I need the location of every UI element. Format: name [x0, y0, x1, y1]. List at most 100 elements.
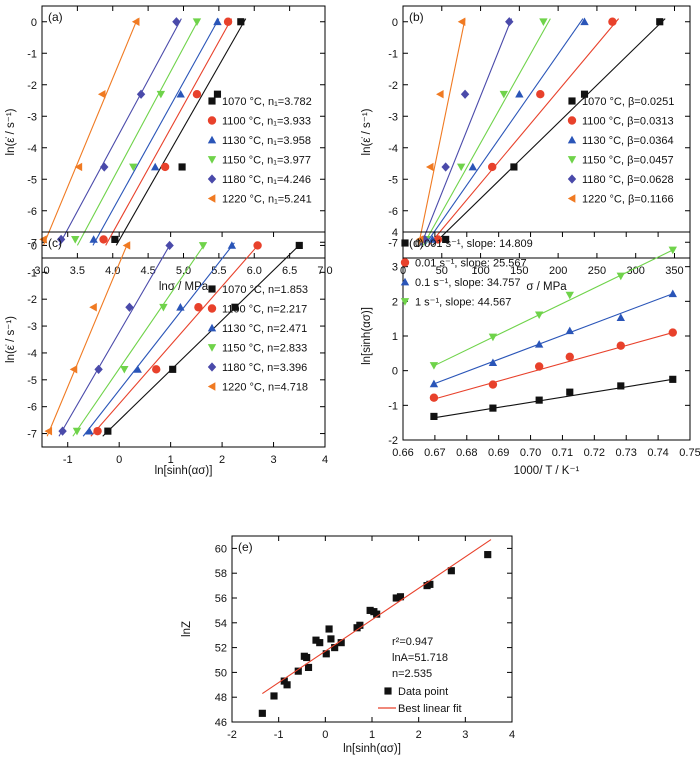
data-point	[331, 644, 339, 652]
y-tick-label: 2	[392, 296, 398, 308]
data-point	[617, 382, 625, 390]
data-point	[322, 650, 330, 658]
series-2	[99, 17, 233, 246]
y-tick-label: 0	[392, 17, 398, 29]
x-tick-label: 300	[627, 265, 645, 277]
legend-marker	[568, 97, 576, 105]
data-point	[396, 593, 405, 601]
y-tick-label: -3	[388, 111, 398, 123]
series-1	[102, 241, 303, 437]
series-4	[72, 242, 208, 437]
legend-marker	[384, 687, 392, 695]
x-tick-label: 4.0	[105, 265, 120, 277]
data-point	[100, 162, 109, 172]
data-point	[484, 551, 492, 559]
data-point	[71, 236, 80, 244]
y-axis-label: ln[sinh(ασ)]	[361, 307, 373, 365]
series-5	[420, 17, 514, 246]
data-point	[488, 358, 498, 367]
legend-label: 0.01 s⁻¹, slope: 25.567	[415, 258, 527, 270]
data-point	[337, 639, 345, 647]
data-point	[441, 162, 450, 172]
data-point	[505, 17, 514, 27]
data-point	[253, 241, 262, 250]
y-tick-label: 54	[215, 618, 227, 630]
fit-line	[432, 18, 666, 246]
plot-frame	[41, 5, 326, 259]
x-tick-label: 0.66	[392, 447, 413, 459]
data-point	[165, 240, 174, 251]
data-point	[460, 89, 470, 99]
series-2	[90, 241, 262, 437]
legend-label: 1070 °C, β=0.0251	[582, 96, 674, 108]
y-tick-label: -7	[388, 237, 398, 249]
y-axis-label: lnZ	[181, 621, 193, 637]
data-point	[176, 303, 185, 311]
series-6	[44, 241, 131, 437]
data-point	[565, 326, 574, 335]
y-tick-label: -5	[27, 174, 37, 186]
data-point	[488, 333, 498, 342]
fit-line	[420, 18, 513, 246]
chart-panel-3: -1 0 1 2 3 4 0 -1 -2 -3 -4 -5 -6 -7 (c) ln[sinh(ασ)] ln(…	[5, 231, 328, 477]
legend: Data point Best linear fit	[378, 686, 462, 715]
data-point	[227, 241, 237, 249]
x-tick-label: 0.75	[679, 447, 700, 459]
legend-marker	[207, 362, 217, 372]
data-point	[111, 235, 119, 243]
y-tick-label: -1	[388, 400, 398, 412]
data-point	[72, 427, 82, 436]
y-tick-label: -2	[388, 80, 398, 92]
fit-line	[58, 242, 172, 437]
y-tick-label: 48	[215, 692, 227, 704]
fit-line	[422, 18, 551, 246]
fit-line	[424, 18, 584, 246]
data-point	[125, 302, 134, 312]
series-1	[432, 18, 666, 246]
legend-label: 1100 °C, β=0.0313	[582, 116, 674, 128]
y-tick-label: -5	[27, 375, 37, 387]
legend-label: 1220 °C, β=0.1166	[582, 194, 674, 206]
data-point	[534, 362, 544, 371]
data-point	[366, 606, 374, 614]
y-tick-label: 0	[31, 240, 37, 252]
x-tick-label: 3	[270, 454, 276, 466]
data-point	[85, 426, 94, 435]
data-point	[436, 90, 444, 99]
data-point	[429, 362, 439, 370]
y-tick-label: -4	[27, 348, 37, 360]
data-point	[99, 235, 108, 244]
data-point	[499, 90, 509, 99]
data-point	[429, 393, 439, 402]
series-5	[58, 240, 174, 437]
series-2	[429, 328, 677, 402]
data-point	[156, 90, 166, 99]
chart-panel-1: 3.0 3.5 4.0 4.5 5.0 5.5 6.0 6.5 7.00-1-2-3-4-5-6…	[5, 5, 333, 293]
legend-marker	[207, 344, 217, 352]
legend-marker	[207, 194, 216, 203]
data-point	[39, 235, 47, 244]
data-point	[303, 653, 311, 662]
legend-marker	[207, 174, 217, 184]
x-tick-label: 50	[436, 265, 448, 277]
data-point	[668, 328, 677, 337]
legend-label: 1130 °C, β=0.0364	[582, 135, 674, 147]
x-tick-label: 0	[116, 454, 122, 466]
data-point	[429, 379, 439, 388]
x-tick-label: 4	[322, 454, 328, 466]
legend-marker	[567, 116, 577, 125]
data-point	[392, 594, 400, 602]
panel-label: (c)	[48, 236, 62, 250]
x-tick-label: 0.72	[584, 447, 605, 459]
data-point	[69, 365, 78, 374]
x-tick-label: -2	[227, 729, 237, 741]
data-point	[488, 162, 497, 172]
x-tick-label: -1	[63, 454, 73, 466]
fit-line	[82, 242, 235, 437]
x-axis-label: σ / MPa	[526, 281, 567, 293]
fit-line	[105, 18, 233, 246]
data-point	[535, 396, 543, 404]
y-tick-label: 56	[215, 593, 227, 605]
data-point	[213, 90, 222, 98]
y-tick-label: -6	[27, 206, 37, 218]
